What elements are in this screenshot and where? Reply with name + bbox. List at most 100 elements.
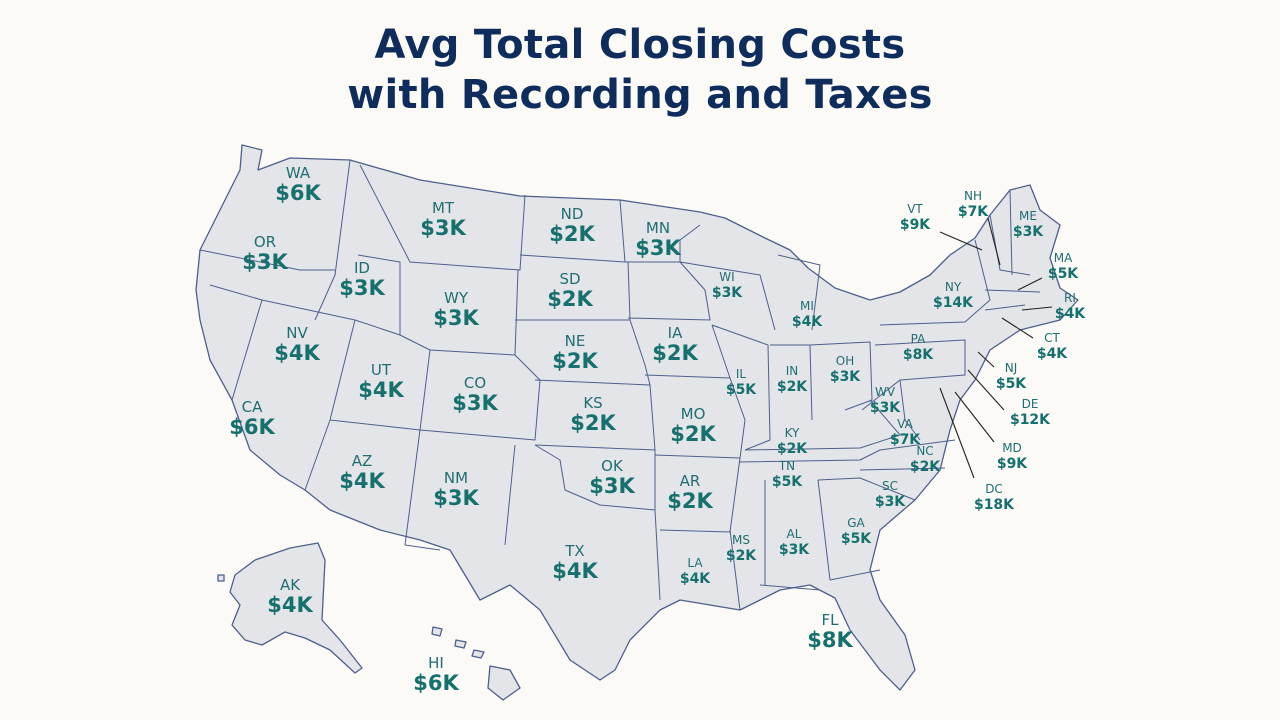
state-code: GA xyxy=(847,516,865,530)
state-code: MT xyxy=(432,199,455,217)
state-code: MS xyxy=(732,533,750,547)
state-code: OR xyxy=(254,233,276,251)
state-code: CA xyxy=(242,398,263,416)
state-label-mi: MI$4K xyxy=(792,299,823,330)
state-value: $4K xyxy=(680,571,711,587)
state-borders xyxy=(199,159,1041,611)
state-value: $3K xyxy=(339,276,385,300)
state-value: $4K xyxy=(792,314,823,330)
state-value: $6K xyxy=(275,181,321,205)
state-label-ri: RI$4K xyxy=(1055,291,1086,322)
state-value: $2K xyxy=(570,411,616,435)
state-value: $2K xyxy=(777,441,808,457)
state-code: CO xyxy=(464,374,486,392)
state-code: MA xyxy=(1054,251,1073,265)
state-label-nd: ND$2K xyxy=(549,205,595,246)
state-label-mn: MN$3K xyxy=(635,219,681,260)
state-code: MI xyxy=(800,299,814,313)
state-value: $12K xyxy=(1010,412,1051,428)
state-label-tx: TX$4K xyxy=(552,542,598,583)
state-label-sd: SD$2K xyxy=(547,270,593,311)
state-label-vt: VT$9K xyxy=(900,202,931,233)
state-code: WA xyxy=(286,164,311,182)
state-value: $14K xyxy=(933,295,974,311)
state-label-az: AZ$4K xyxy=(339,452,385,493)
state-code: PA xyxy=(911,332,926,346)
state-value: $2K xyxy=(670,422,716,446)
state-code: NV xyxy=(286,324,308,342)
state-value: $5K xyxy=(726,382,757,398)
state-label-wv: WV$3K xyxy=(870,385,901,416)
state-value: $6K xyxy=(413,671,459,695)
state-code: NM xyxy=(444,469,468,487)
state-value: $18K xyxy=(974,497,1015,513)
state-labels: WA$6KOR$3KCA$6KNV$4KID$3KMT$3KWY$3KUT$4K… xyxy=(229,164,1086,695)
state-code: WV xyxy=(875,385,896,399)
state-value: $8K xyxy=(903,347,934,363)
state-value: $2K xyxy=(552,349,598,373)
state-value: $3K xyxy=(635,236,681,260)
state-code: AL xyxy=(787,527,802,541)
state-label-al: AL$3K xyxy=(779,527,810,558)
state-value: $7K xyxy=(890,432,921,448)
state-code: NY xyxy=(945,280,962,294)
state-code: IL xyxy=(736,367,747,381)
state-code: DC xyxy=(985,482,1003,496)
title-line-2: with Recording and Taxes xyxy=(347,72,933,118)
state-value: $4K xyxy=(1055,306,1086,322)
state-code: DE xyxy=(1022,397,1039,411)
state-value: $3K xyxy=(242,250,288,274)
state-label-co: CO$3K xyxy=(452,374,498,415)
state-value: $7K xyxy=(958,204,989,220)
state-code: MN xyxy=(646,219,670,237)
state-label-in: IN$2K xyxy=(777,364,808,395)
state-label-il: IL$5K xyxy=(726,367,757,398)
state-value: $3K xyxy=(420,216,466,240)
state-label-md: MD$9K xyxy=(997,441,1028,472)
state-label-la: LA$4K xyxy=(680,556,711,587)
state-label-fl: FL$8K xyxy=(807,611,853,652)
state-code: RI xyxy=(1064,291,1076,305)
state-value: $2K xyxy=(652,341,698,365)
state-label-id: ID$3K xyxy=(339,259,385,300)
state-code: TX xyxy=(564,542,584,560)
state-value: $2K xyxy=(549,222,595,246)
state-label-nc: NC$2K xyxy=(910,444,941,475)
state-code: UT xyxy=(371,361,392,379)
state-code: TN xyxy=(778,459,795,473)
state-code: VT xyxy=(907,202,923,216)
state-code: AR xyxy=(680,472,701,490)
state-label-nj: NJ$5K xyxy=(996,361,1027,392)
hawaii-islands xyxy=(431,626,521,701)
title-line-1: Avg Total Closing Costs xyxy=(374,22,906,68)
state-label-ks: KS$2K xyxy=(570,394,616,435)
state-label-ma: MA$5K xyxy=(1048,251,1079,282)
state-value: $3K xyxy=(1013,224,1044,240)
state-code: OK xyxy=(601,457,624,475)
state-value: $2K xyxy=(726,548,757,564)
state-code: KS xyxy=(583,394,602,412)
state-code: NE xyxy=(565,332,586,350)
state-label-wi: WI$3K xyxy=(712,270,743,301)
state-value: $9K xyxy=(997,456,1028,472)
state-value: $4K xyxy=(274,341,320,365)
state-code: SD xyxy=(559,270,580,288)
state-value: $3K xyxy=(433,306,479,330)
state-code: LA xyxy=(687,556,703,570)
state-label-ar: AR$2K xyxy=(667,472,713,513)
state-label-ca: CA$6K xyxy=(229,398,275,439)
state-code: MD xyxy=(1002,441,1022,455)
state-code: ID xyxy=(354,259,370,277)
state-label-pa: PA$8K xyxy=(903,332,934,363)
state-value: $6K xyxy=(229,415,275,439)
state-value: $2K xyxy=(777,379,808,395)
state-label-ne: NE$2K xyxy=(552,332,598,373)
state-value: $3K xyxy=(870,400,901,416)
state-label-mo: MO$2K xyxy=(670,405,716,446)
state-value: $3K xyxy=(875,494,906,510)
state-value: $3K xyxy=(589,474,635,498)
state-value: $3K xyxy=(779,542,810,558)
state-label-ga: GA$5K xyxy=(841,516,872,547)
state-label-ms: MS$2K xyxy=(726,533,757,564)
